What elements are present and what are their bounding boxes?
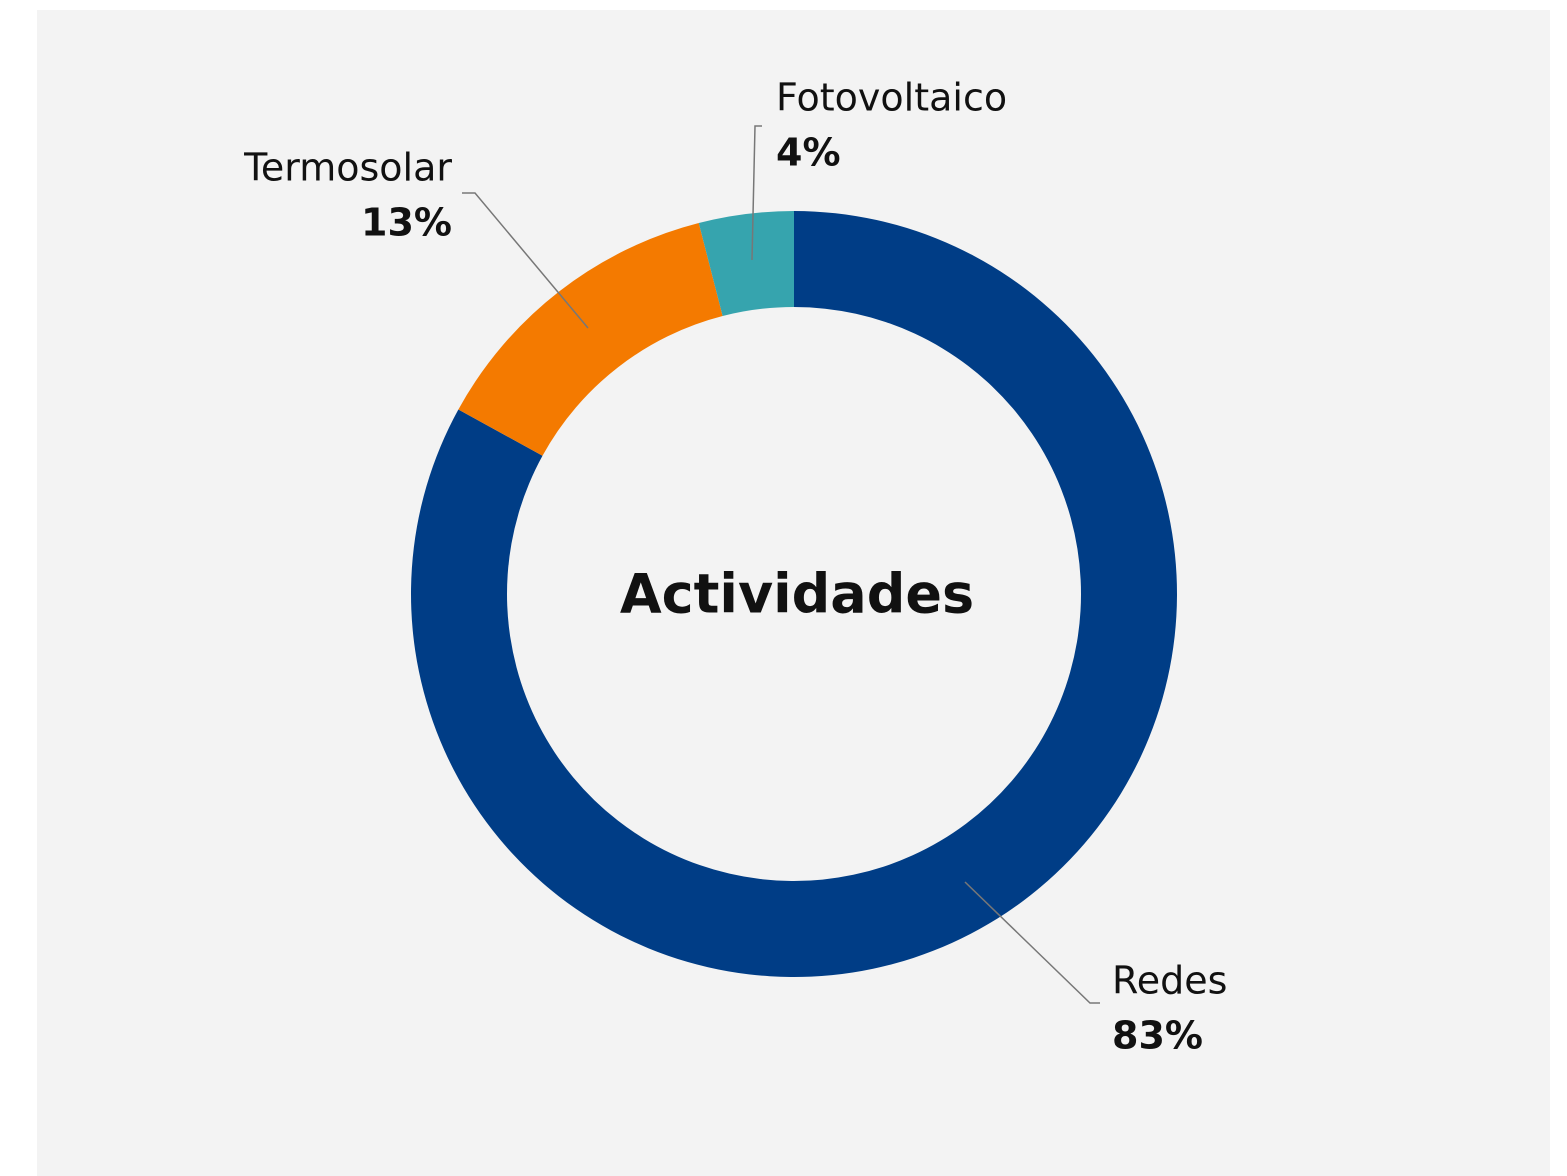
- slice-label: Termosolar: [243, 146, 452, 190]
- donut-slice: [698, 211, 794, 317]
- slice-label: Fotovoltaico: [776, 76, 1007, 120]
- leader-line: [462, 192, 589, 329]
- leader-line: [964, 881, 1100, 1004]
- slice-value: 83%: [1112, 1014, 1203, 1058]
- donut-slice: [458, 223, 723, 456]
- slice-value: 4%: [776, 131, 841, 175]
- slice-label: Redes: [1112, 959, 1227, 1003]
- center-label: Actividades: [620, 563, 974, 626]
- slice-value: 13%: [361, 201, 452, 245]
- leader-line: [751, 125, 762, 261]
- panel: [37, 10, 1550, 1176]
